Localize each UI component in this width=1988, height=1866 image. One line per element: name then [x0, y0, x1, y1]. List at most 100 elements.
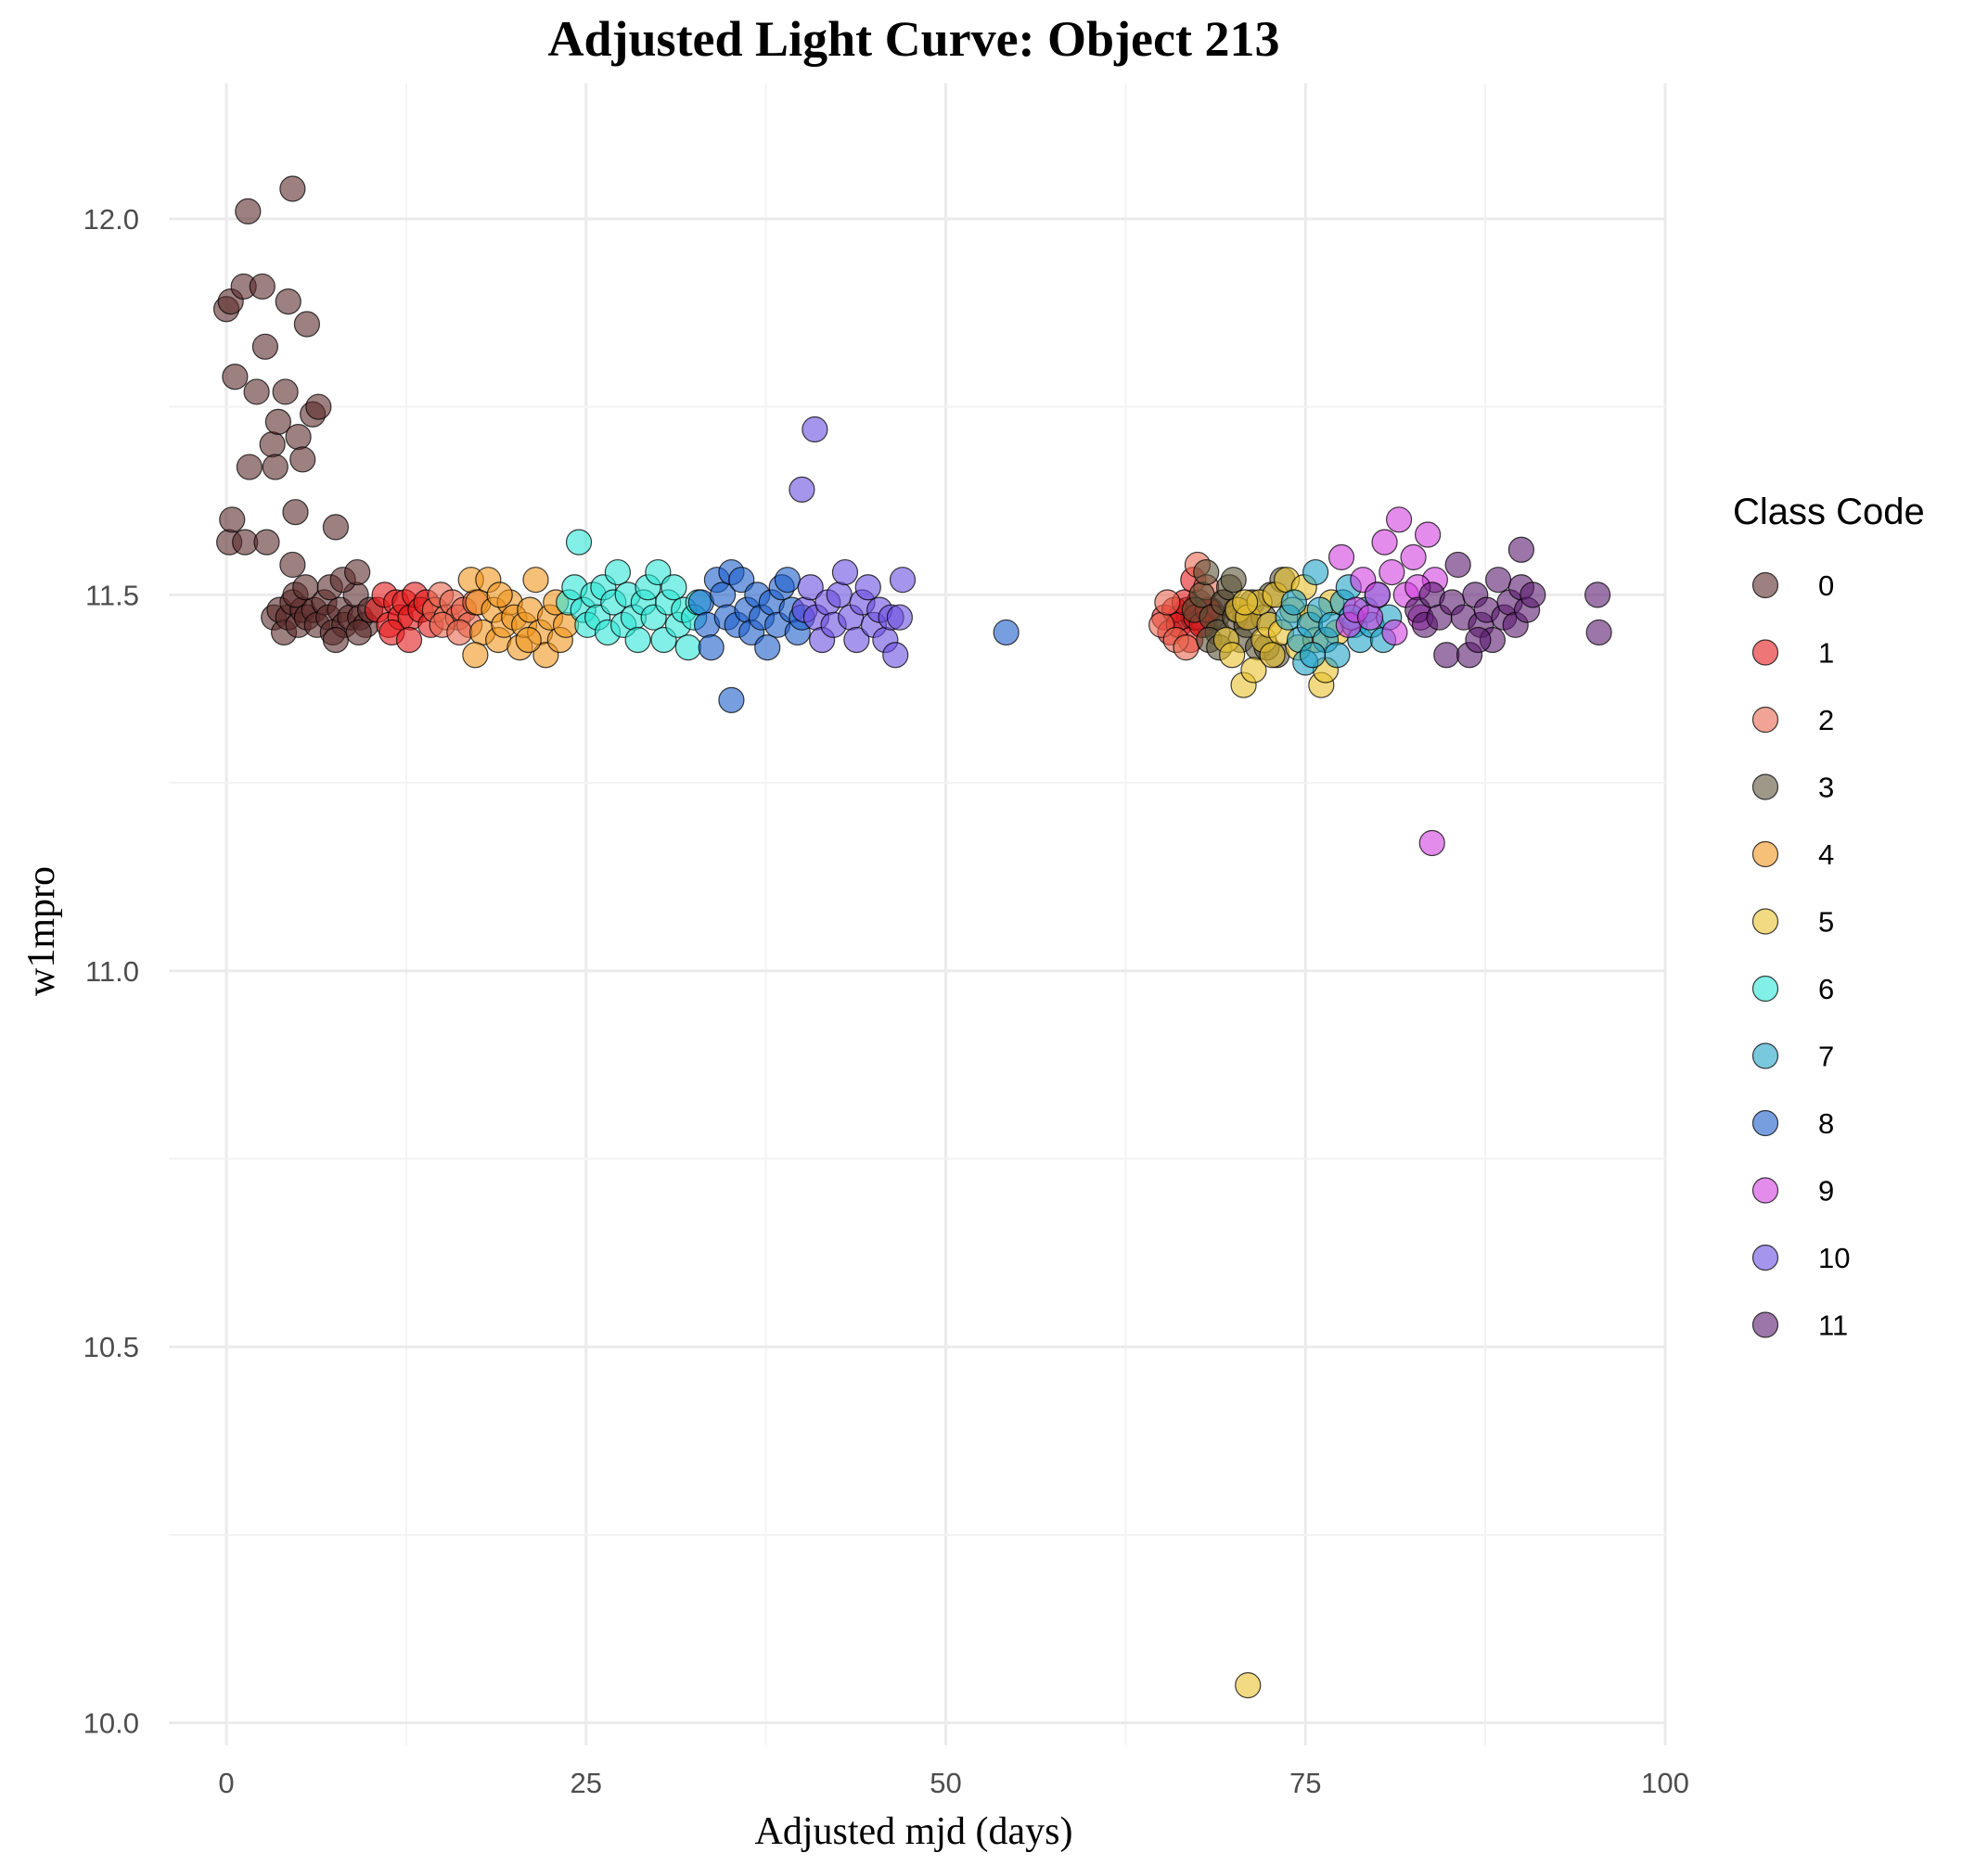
- data-point-class-9: [1381, 619, 1408, 646]
- data-point-class-10: [882, 642, 909, 669]
- data-point-class-11: [1507, 536, 1535, 563]
- data-point-class-9: [1364, 582, 1391, 608]
- legend-label-11: 11: [1818, 1310, 1848, 1342]
- legend-key-4: [1751, 840, 1779, 868]
- chart-title: Adjusted Light Curve: Object 213: [548, 11, 1280, 67]
- data-point-class-8: [718, 686, 745, 714]
- legend-label-10: 10: [1818, 1242, 1850, 1274]
- data-point-class-0: [251, 333, 279, 360]
- legend-label-8: 8: [1818, 1107, 1834, 1140]
- data-point-class-8: [993, 619, 1020, 646]
- data-point-class-7: [1299, 642, 1327, 669]
- data-point-class-0: [293, 311, 320, 338]
- data-point-class-6: [624, 626, 651, 654]
- data-point-class-8: [698, 634, 725, 661]
- data-point-class-10: [886, 604, 913, 631]
- legend-label-6: 6: [1818, 973, 1834, 1005]
- data-point-class-4: [486, 582, 513, 608]
- legend-label-5: 5: [1818, 906, 1834, 939]
- data-point-class-1: [395, 626, 423, 654]
- data-point-class-10: [831, 558, 859, 586]
- data-point-class-7: [1280, 589, 1307, 616]
- data-point-class-10: [889, 567, 917, 594]
- legend-label-0: 0: [1818, 569, 1834, 602]
- legend-key-2: [1751, 706, 1779, 734]
- x-tick-label: 100: [1641, 1767, 1689, 1799]
- data-point-class-10: [826, 582, 853, 608]
- legend-label-2: 2: [1818, 704, 1834, 736]
- data-point-class-8: [774, 567, 802, 594]
- x-tick-label: 50: [930, 1767, 961, 1799]
- data-point-class-11: [1584, 582, 1611, 608]
- data-point-class-11: [1465, 626, 1492, 654]
- data-point-class-0: [272, 378, 299, 405]
- data-point-class-0: [285, 424, 312, 451]
- legend-key-8: [1751, 1109, 1779, 1137]
- data-point-class-6: [674, 634, 701, 661]
- data-points: [212, 175, 1612, 1699]
- data-point-class-2: [446, 619, 473, 646]
- x-tick-label: 0: [218, 1767, 234, 1799]
- legend-label-3: 3: [1818, 772, 1834, 804]
- y-tick-label: 11.0: [85, 955, 139, 988]
- y-tick-label: 10.0: [83, 1707, 139, 1740]
- legend-key-1: [1751, 639, 1779, 666]
- data-point-class-0: [259, 431, 286, 458]
- legend-label-4: 4: [1818, 838, 1834, 871]
- data-point-class-6: [604, 558, 632, 586]
- data-point-class-5: [1240, 657, 1267, 684]
- data-point-class-10: [797, 574, 824, 601]
- data-point-class-6: [661, 574, 687, 601]
- data-point-class-0: [344, 558, 371, 586]
- data-point-class-10: [854, 574, 881, 601]
- data-point-class-9: [1356, 604, 1384, 631]
- data-point-class-11: [1484, 567, 1512, 594]
- data-point-class-0: [279, 175, 306, 202]
- legend-title: Class Code: [1733, 492, 1925, 532]
- y-axis-title: w1mpro: [20, 866, 63, 996]
- data-point-class-0: [345, 619, 372, 646]
- data-point-class-10: [802, 415, 828, 443]
- legend-key-7: [1751, 1042, 1779, 1069]
- x-axis-ticks: 0 25 50 75 100: [218, 1767, 1688, 1799]
- y-tick-label: 10.5: [83, 1331, 139, 1363]
- x-tick-label: 25: [571, 1767, 602, 1799]
- data-point-class-7: [1324, 642, 1351, 669]
- y-tick-label: 11.5: [85, 579, 139, 611]
- data-point-class-0: [219, 506, 246, 533]
- legend-key-3: [1751, 773, 1779, 800]
- legend-label-9: 9: [1818, 1175, 1834, 1208]
- data-point-class-3: [1193, 558, 1220, 586]
- data-point-class-11: [1585, 619, 1612, 646]
- legend: Class Code 0 1 2 3 4 5 6 7 8 9 10 11: [1733, 492, 1925, 1342]
- data-point-class-9: [1385, 506, 1413, 533]
- data-point-class-0: [243, 378, 270, 405]
- data-point-class-9: [1371, 529, 1398, 556]
- data-point-class-0: [289, 446, 316, 473]
- data-point-class-0: [235, 198, 262, 224]
- data-point-class-9: [1418, 829, 1445, 857]
- data-point-class-8: [754, 634, 781, 661]
- data-point-class-4: [515, 626, 542, 654]
- data-point-class-0: [253, 529, 280, 556]
- data-point-class-0: [305, 393, 332, 420]
- data-point-class-0: [262, 454, 289, 480]
- legend-key-6: [1751, 975, 1779, 1003]
- data-point-class-7: [1302, 558, 1329, 586]
- legend-key-10: [1751, 1244, 1779, 1272]
- legend-key-9: [1751, 1177, 1779, 1204]
- data-point-class-11: [1444, 551, 1471, 579]
- data-point-class-5: [1232, 589, 1259, 616]
- data-point-class-9: [1379, 558, 1405, 586]
- data-point-class-0: [322, 626, 350, 654]
- legend-key-11: [1751, 1311, 1779, 1338]
- data-point-class-5: [1219, 642, 1246, 669]
- y-tick-label: 12.0: [83, 203, 139, 236]
- x-tick-label: 75: [1289, 1767, 1321, 1799]
- data-point-class-2: [1173, 634, 1199, 661]
- legend-key-0: [1751, 571, 1779, 599]
- y-axis-ticks: 10.0 10.5 11.0 11.5 12.0: [83, 203, 139, 1740]
- data-point-class-4: [522, 567, 549, 594]
- data-point-class-10: [789, 476, 815, 503]
